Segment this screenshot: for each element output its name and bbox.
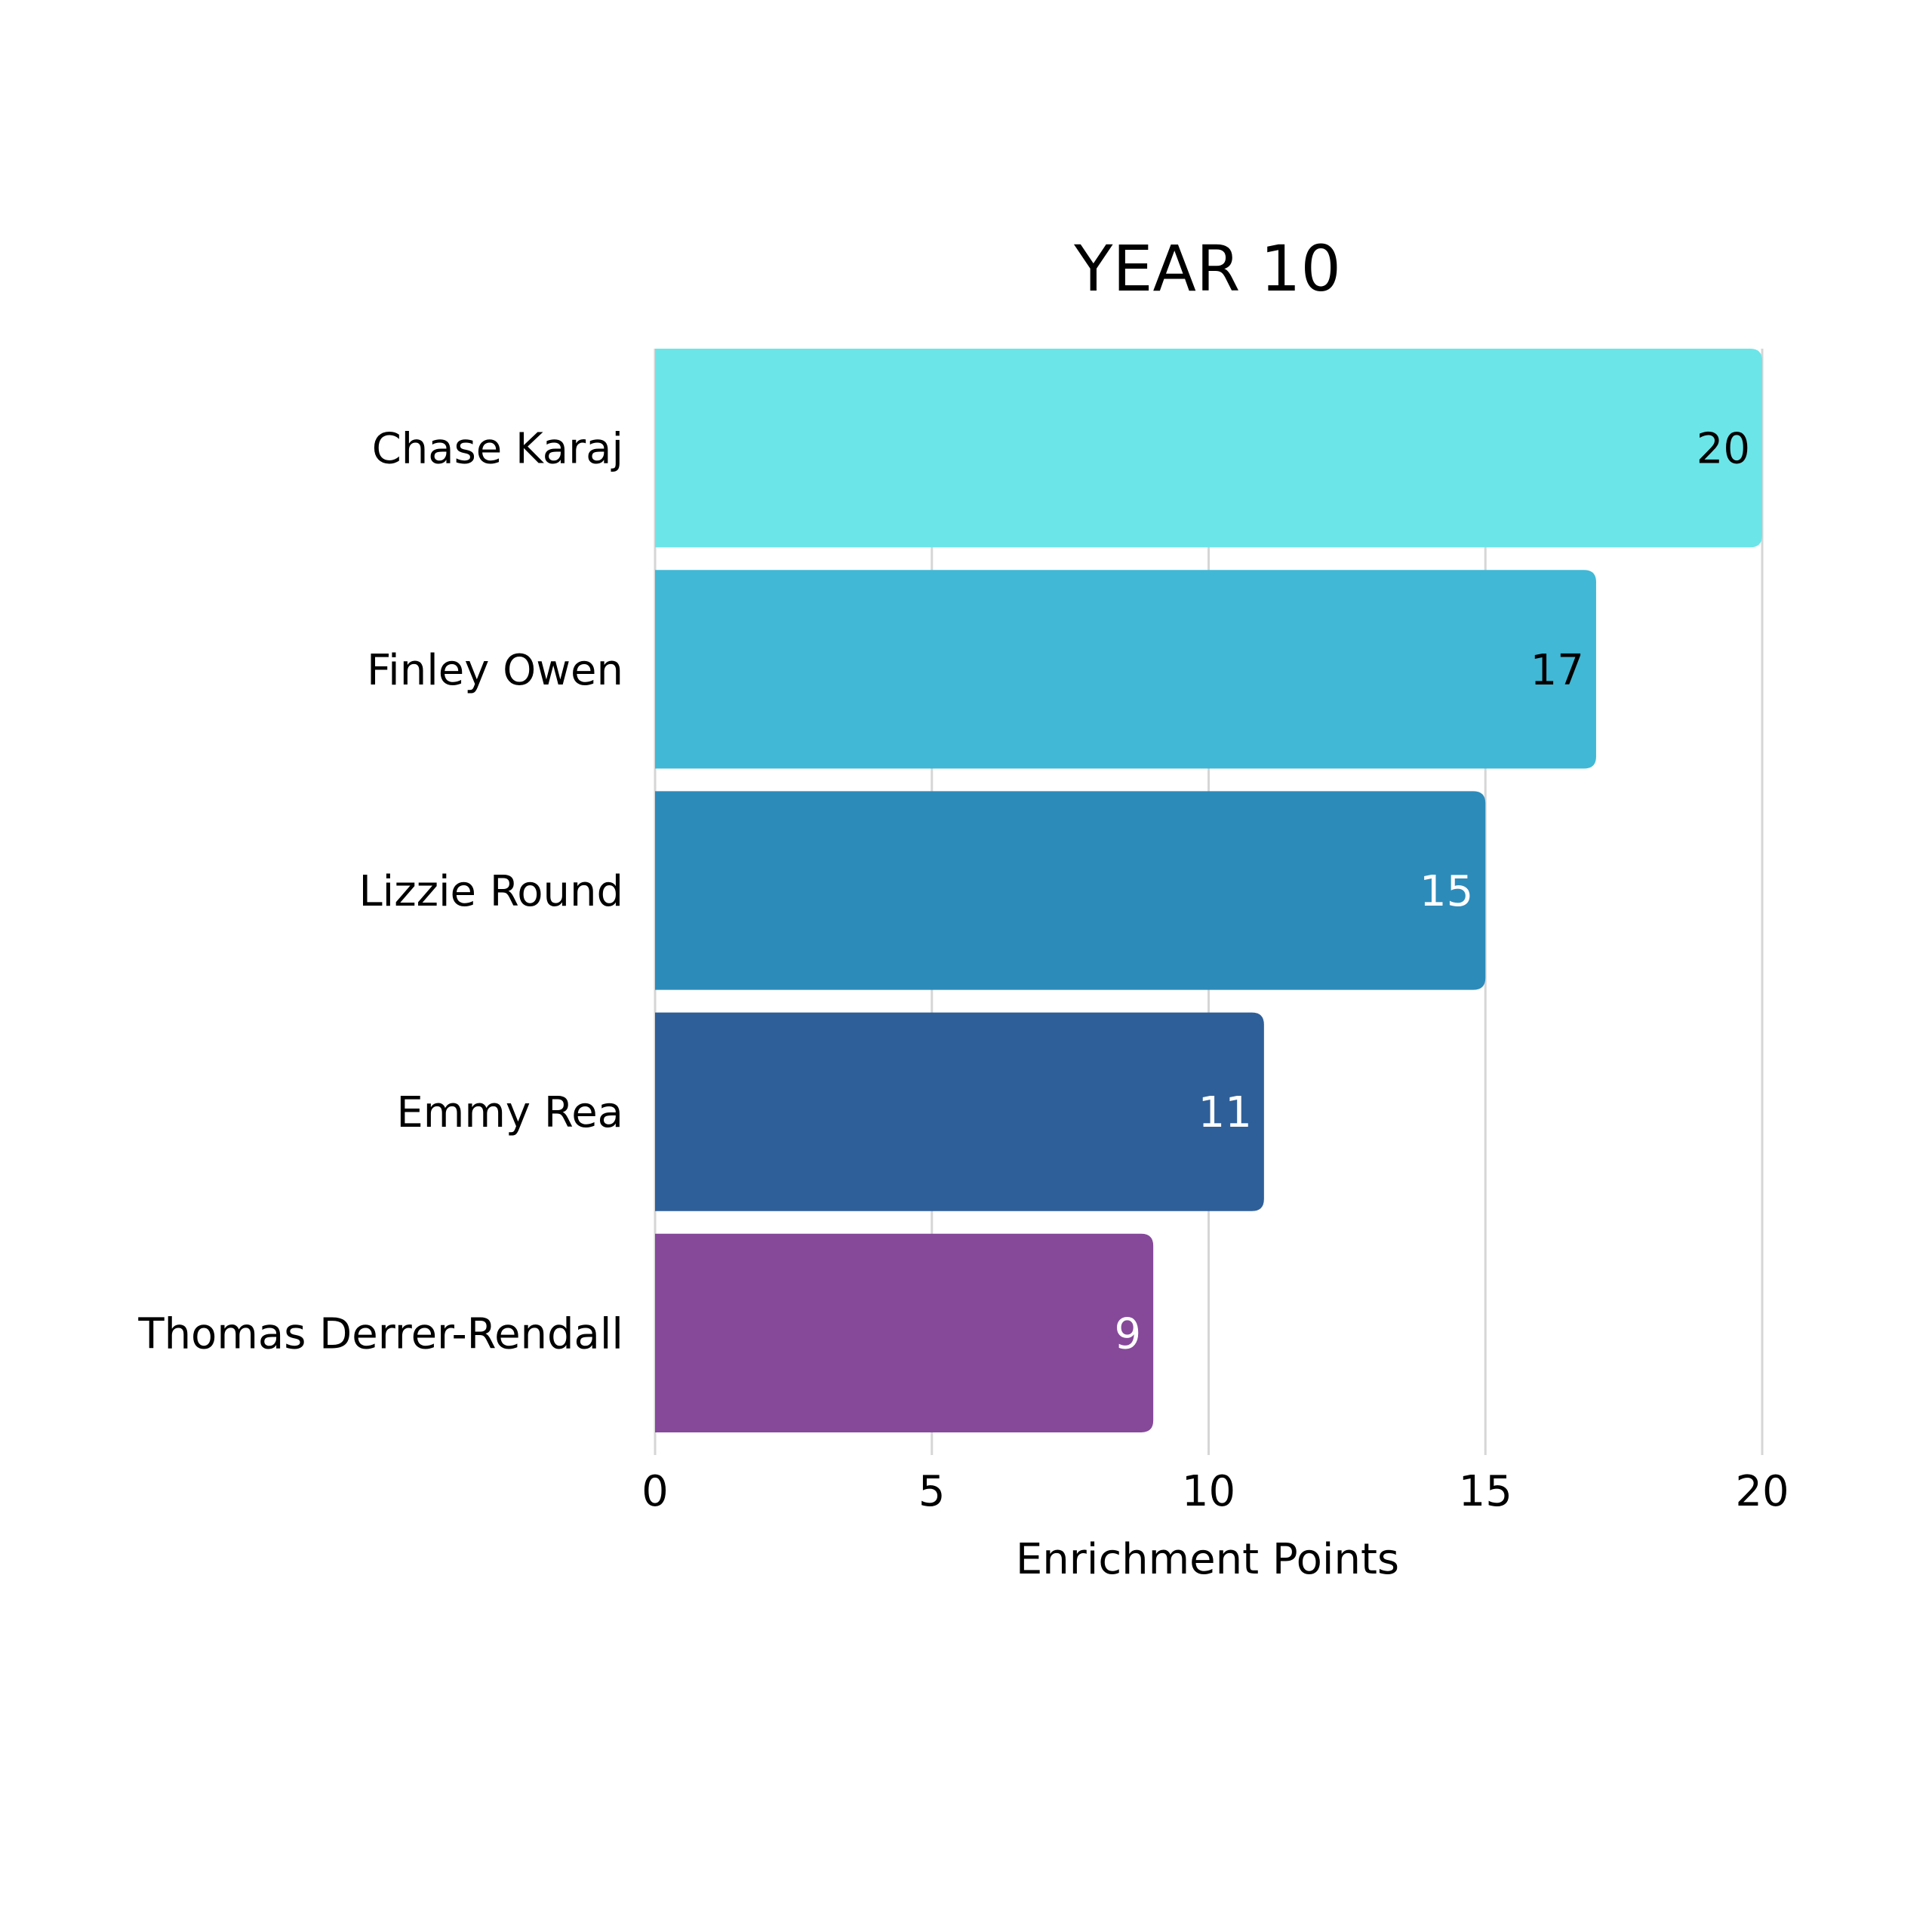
x-tick-label-15: 15 bbox=[1459, 1467, 1512, 1516]
x-tick-label-0: 0 bbox=[641, 1467, 669, 1516]
data-label-emmy-rea: 11 bbox=[1198, 1088, 1252, 1137]
category-label-emmy-rea: Emmy Rea bbox=[396, 1088, 623, 1137]
category-label-finley-owen: Finley Owen bbox=[367, 646, 623, 695]
bars bbox=[655, 349, 1762, 1432]
bar-lizzie-round bbox=[655, 791, 1486, 990]
category-labels: Chase Karaj Finley Owen Lizzie Round Emmy R… bbox=[137, 425, 623, 1359]
data-label-lizzie-round: 15 bbox=[1420, 867, 1473, 916]
x-tick-label-5: 5 bbox=[918, 1467, 946, 1516]
bar-thomas-derrer-rendall bbox=[655, 1233, 1154, 1432]
x-tick-labels: 0 5 10 15 20 bbox=[641, 1467, 1789, 1516]
data-label-finley-owen: 17 bbox=[1531, 646, 1584, 695]
chart-title: YEAR 10 bbox=[1073, 232, 1341, 306]
category-label-lizzie-round: Lizzie Round bbox=[358, 867, 623, 916]
bar-finley-owen bbox=[655, 570, 1596, 769]
data-label-thomas-derrer-rendall: 9 bbox=[1115, 1309, 1142, 1358]
x-axis-title: Enrichment Points bbox=[1016, 1535, 1399, 1584]
category-label-thomas-derrer-rendall: Thomas Derrer-Rendall bbox=[137, 1309, 623, 1358]
category-label-chase-karaj: Chase Karaj bbox=[372, 425, 623, 474]
data-label-chase-karaj: 20 bbox=[1697, 425, 1750, 474]
bar-chase-karaj bbox=[655, 349, 1762, 548]
x-tick-label-10: 10 bbox=[1182, 1467, 1235, 1516]
data-labels: 20 17 15 11 9 bbox=[1115, 425, 1750, 1359]
bar-emmy-rea bbox=[655, 1012, 1264, 1211]
x-tick-label-20: 20 bbox=[1735, 1467, 1789, 1516]
